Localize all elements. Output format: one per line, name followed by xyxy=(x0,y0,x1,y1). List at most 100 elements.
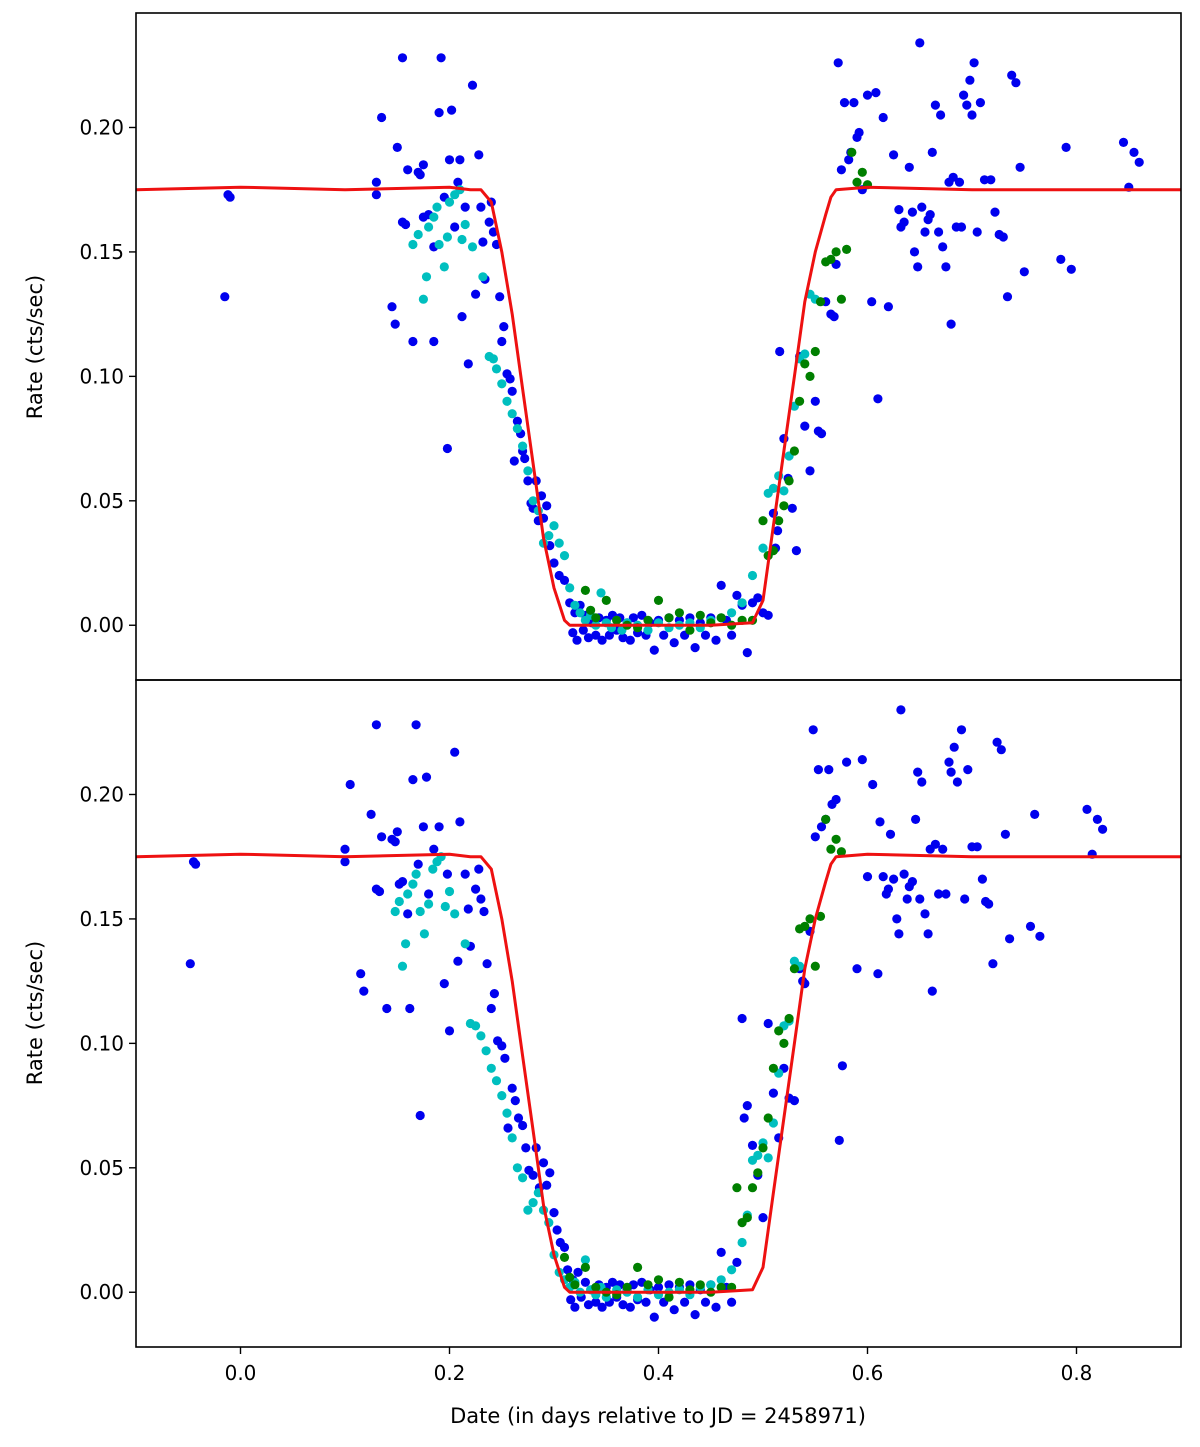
bottom-blue-point xyxy=(460,869,470,879)
bottom-cyan-point xyxy=(486,1063,496,1073)
top-green-point xyxy=(842,244,852,254)
bottom-blue-point xyxy=(768,1088,779,1098)
top-cyan-point xyxy=(512,424,523,434)
bottom-blue-point xyxy=(486,1003,496,1014)
top-green-point xyxy=(826,254,836,264)
bottom-cyan-point xyxy=(440,901,450,912)
bottom-blue-point xyxy=(857,755,867,765)
bottom-blue-point xyxy=(878,872,888,882)
top-cyan-point xyxy=(544,531,554,541)
top-blue-point xyxy=(927,147,937,157)
top-blue-point xyxy=(773,526,783,536)
bottom-blue-point xyxy=(405,1003,415,1014)
bottom-blue-point xyxy=(418,822,428,832)
bottom-blue-point xyxy=(442,869,452,879)
top-blue-point xyxy=(946,319,956,329)
bottom-blue-point xyxy=(941,889,951,899)
bottom-y-ticks: 0.00 0.05 0.10 0.15 0.20 xyxy=(79,782,136,1304)
top-blue-point xyxy=(965,75,975,85)
bottom-blue-point xyxy=(641,1297,651,1307)
top-series-layer xyxy=(136,38,1181,658)
bottom-blue-point xyxy=(345,779,355,790)
top-blue-point xyxy=(742,648,752,658)
bottom-blue-point xyxy=(528,1170,538,1180)
x-tick-label: 0.6 xyxy=(852,1361,884,1385)
bottom-y-tick-label: 0.10 xyxy=(79,1031,124,1055)
bottom-cyan-point xyxy=(419,929,429,939)
top-cyan-point xyxy=(565,583,575,593)
top-blue-point xyxy=(520,453,530,464)
top-cyan-point xyxy=(421,272,432,282)
top-green-point xyxy=(779,501,789,511)
bottom-cyan-point xyxy=(523,1205,533,1215)
top-cyan-point xyxy=(460,219,470,230)
bottom-cyan-point xyxy=(444,886,455,897)
top-blue-point xyxy=(669,638,679,648)
bottom-blue-point xyxy=(680,1297,690,1307)
bottom-green-point xyxy=(800,921,810,932)
top-cyan-point xyxy=(442,232,452,242)
bottom-cyan-point xyxy=(476,1031,486,1041)
top-blue-point xyxy=(220,292,230,302)
bottom-blue-point xyxy=(934,889,944,899)
bottom-blue-point xyxy=(972,842,982,852)
top-blue-point xyxy=(873,394,883,404)
top-blue-point xyxy=(917,202,927,212)
top-blue-point xyxy=(460,202,470,212)
top-blue-point xyxy=(591,630,601,640)
top-green-point xyxy=(805,371,815,381)
bottom-blue-point xyxy=(474,864,484,874)
top-blue-point xyxy=(578,625,588,635)
bottom-green-point xyxy=(805,914,815,924)
top-green-point xyxy=(591,613,601,623)
top-blue-point xyxy=(915,38,925,48)
top-blue-point xyxy=(453,177,463,187)
bottom-blue-point xyxy=(359,986,369,996)
top-green-point xyxy=(612,615,622,625)
bottom-blue-point xyxy=(392,827,402,837)
top-blue-point xyxy=(904,162,914,172)
bottom-cyan-point xyxy=(415,906,425,917)
x-axis-title: Date (in days relative to JD = 2458971) xyxy=(450,1404,866,1428)
top-cyan-point xyxy=(737,598,747,608)
top-cyan-point xyxy=(418,294,428,304)
bottom-blue-point xyxy=(837,1061,848,1071)
top-cyan-point xyxy=(491,364,502,374)
top-blue-point xyxy=(604,630,615,640)
top-blue-point xyxy=(429,336,439,347)
top-blue-point xyxy=(844,155,854,165)
bottom-blue-point xyxy=(852,964,862,974)
bottom-blue-point xyxy=(892,914,902,924)
bottom-blue-point xyxy=(397,877,408,887)
top-blue-point xyxy=(1066,264,1076,274)
bottom-blue-point xyxy=(727,1297,737,1307)
bottom-green-point xyxy=(768,1063,779,1073)
top-green-point xyxy=(664,613,674,623)
bottom-blue-point xyxy=(542,1180,552,1190)
bottom-cyan-point xyxy=(491,1076,502,1086)
top-blue-point xyxy=(787,503,797,513)
top-cyan-point xyxy=(497,379,507,389)
bottom-cyan-point xyxy=(763,1153,773,1163)
bottom-blue-point xyxy=(690,1310,700,1320)
top-blue-point xyxy=(444,155,455,165)
top-green-point xyxy=(789,446,800,456)
top-blue-point xyxy=(925,210,935,220)
bottom-blue-point xyxy=(518,1120,528,1131)
bottom-cyan-point xyxy=(460,939,470,949)
top-blue-point xyxy=(512,416,523,426)
top-cyan-point xyxy=(444,197,455,207)
top-cyan-point xyxy=(429,212,439,222)
top-blue-point xyxy=(377,112,387,123)
top-blue-point xyxy=(732,590,742,601)
bottom-blue-point xyxy=(789,1096,800,1106)
bottom-cyan-point xyxy=(502,1108,512,1118)
bottom-blue-point xyxy=(421,772,432,782)
bottom-blue-point xyxy=(618,1300,628,1310)
bottom-blue-point xyxy=(580,1277,591,1287)
bottom-blue-point xyxy=(439,979,449,989)
top-cyan-point xyxy=(432,202,442,212)
bottom-blue-point xyxy=(507,1083,517,1093)
bottom-cyan-point xyxy=(401,939,411,949)
